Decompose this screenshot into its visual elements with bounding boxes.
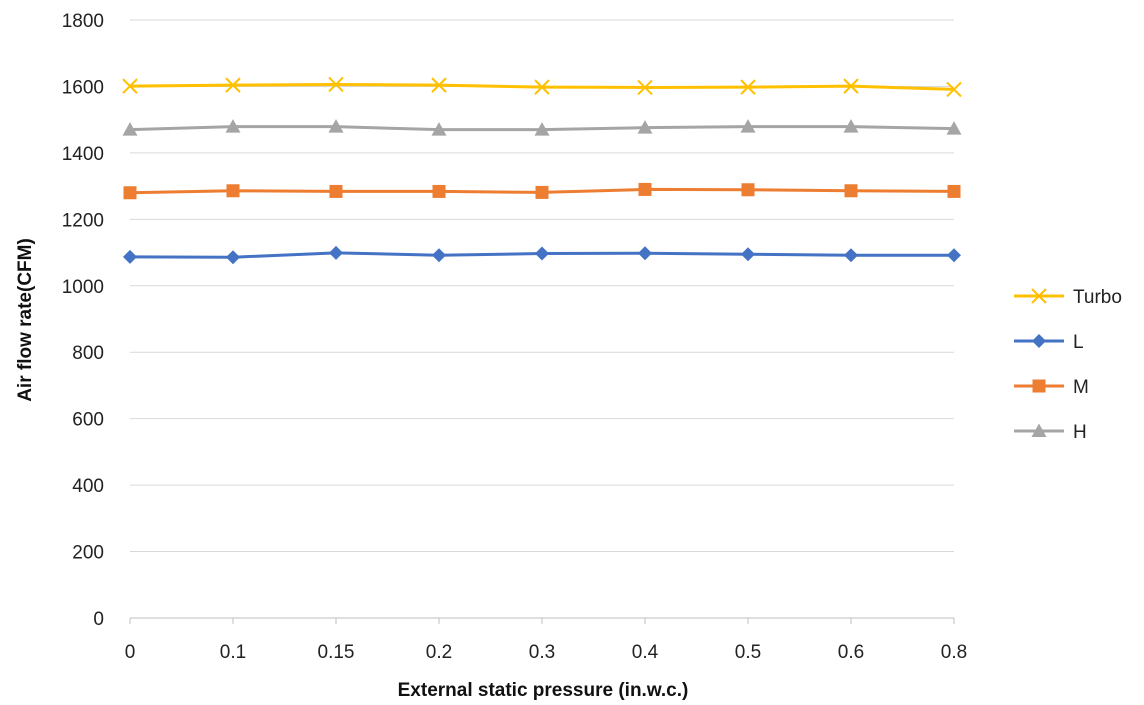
- x-tick-label: 0.5: [735, 642, 761, 663]
- data-point-h: [328, 119, 344, 133]
- series-turbo: [122, 76, 962, 98]
- y-tick-label: 200: [72, 543, 104, 564]
- y-tick-label: 1200: [62, 210, 104, 231]
- legend-marker-m: [1032, 379, 1046, 393]
- data-point-turbo: [843, 78, 859, 94]
- data-point-l: [844, 248, 858, 263]
- data-point-h: [740, 119, 756, 133]
- y-tick-label: 800: [72, 343, 104, 364]
- x-tick-label: 0.4: [632, 642, 659, 663]
- legend-label-turbo: Turbo: [1073, 287, 1122, 308]
- data-point-h: [225, 119, 241, 133]
- x-tick-label: 0.15: [318, 642, 355, 663]
- data-point-l: [123, 249, 137, 264]
- data-point-l: [226, 250, 240, 265]
- x-tick-label: 0.8: [941, 642, 967, 663]
- data-point-l: [947, 248, 961, 263]
- gridlines: [130, 19, 954, 553]
- y-tick-label: 1800: [62, 11, 104, 32]
- x-marker-stroke: [1031, 288, 1047, 304]
- y-tick-label: 400: [72, 476, 104, 497]
- data-point-l: [741, 247, 755, 262]
- y-tick-label: 1400: [62, 144, 104, 165]
- data-point-m: [844, 184, 858, 198]
- data-point-m: [947, 184, 961, 198]
- series-group: [122, 76, 962, 265]
- axes: 0 200 400 600 800 1000 1200 1400 1600 1800 0 0.1 0.1…: [62, 11, 967, 663]
- x-marker-stroke: [740, 79, 756, 95]
- x-axis-title: External static pressure (in.w.c.): [398, 680, 689, 701]
- x-marker-stroke: [637, 79, 653, 96]
- x-marker-stroke: [431, 77, 447, 93]
- data-point-h: [843, 119, 859, 133]
- data-point-h: [946, 121, 962, 135]
- y-tick-label: 0: [93, 609, 104, 630]
- data-point-h: [431, 122, 447, 136]
- x-tick-label: 0.6: [838, 642, 864, 663]
- y-tick-label: 1600: [62, 77, 104, 98]
- series-h: [122, 119, 962, 136]
- legend: Turbo L M H: [1014, 287, 1122, 443]
- series-l: [123, 245, 961, 265]
- data-point-turbo: [946, 81, 962, 98]
- x-tick-label: 0.3: [529, 642, 555, 663]
- series-m: [123, 182, 961, 200]
- legend-label-l: L: [1073, 332, 1084, 353]
- legend-item-l: L: [1014, 332, 1084, 353]
- data-point-h: [122, 122, 138, 136]
- data-point-m: [535, 185, 549, 199]
- data-point-m: [226, 184, 240, 198]
- data-point-m: [329, 184, 343, 198]
- data-point-h: [534, 122, 550, 136]
- y-axis-title: Air flow rate(CFM): [15, 238, 36, 402]
- x-marker-stroke: [534, 79, 550, 95]
- x-marker-stroke: [946, 81, 962, 98]
- y-tick-label: 600: [72, 410, 104, 431]
- legend-marker-turbo: [1031, 288, 1047, 304]
- legend-label-h: H: [1073, 422, 1087, 443]
- data-point-l: [329, 245, 343, 260]
- x-marker-stroke: [843, 78, 859, 94]
- data-point-l: [638, 246, 652, 261]
- x-tick-label: 0: [125, 642, 136, 663]
- x-marker-stroke: [122, 78, 138, 94]
- data-point-l: [432, 248, 446, 263]
- x-marker-stroke: [225, 77, 241, 93]
- data-point-m: [638, 182, 652, 196]
- data-point-turbo: [534, 79, 550, 95]
- data-point-turbo: [225, 77, 241, 93]
- data-point-m: [432, 184, 446, 198]
- legend-marker-l: [1032, 334, 1046, 348]
- x-marker-stroke: [328, 76, 344, 93]
- legend-item-turbo: Turbo: [1014, 287, 1122, 308]
- legend-label-m: M: [1073, 377, 1089, 398]
- x-tick-label: 0.2: [426, 642, 452, 663]
- y-tick-label: 1000: [62, 277, 104, 298]
- data-point-l: [535, 246, 549, 261]
- data-point-turbo: [122, 78, 138, 94]
- legend-item-m: M: [1014, 377, 1089, 398]
- legend-marker-h: [1031, 423, 1047, 437]
- data-point-turbo: [637, 79, 653, 96]
- data-point-turbo: [431, 77, 447, 93]
- legend-item-h: H: [1014, 422, 1087, 443]
- data-point-turbo: [328, 76, 344, 93]
- data-point-h: [637, 120, 653, 134]
- x-tick-label: 0.1: [220, 642, 246, 663]
- data-point-m: [741, 183, 755, 197]
- data-point-m: [123, 186, 137, 200]
- data-point-turbo: [740, 79, 756, 95]
